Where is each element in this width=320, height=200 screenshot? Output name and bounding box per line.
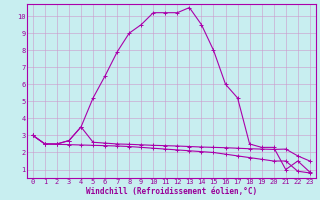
X-axis label: Windchill (Refroidissement éolien,°C): Windchill (Refroidissement éolien,°C) — [86, 187, 257, 196]
